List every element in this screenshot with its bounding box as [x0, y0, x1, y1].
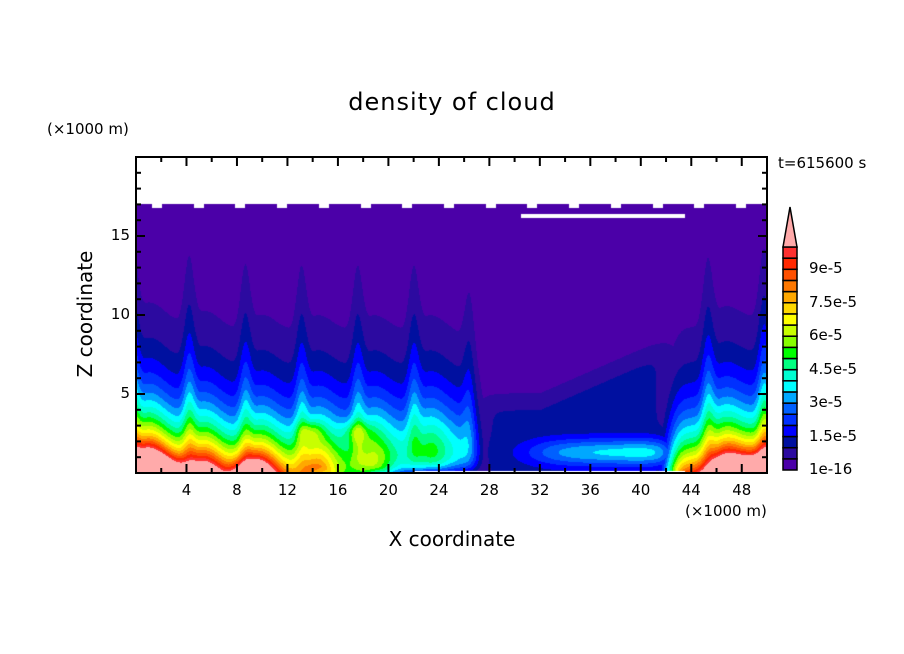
colorbar-box	[782, 346, 798, 360]
chart-title: density of cloud	[348, 88, 556, 116]
x-tick-label: 4	[181, 481, 192, 499]
x-tick-label: 28	[479, 481, 499, 499]
colorbar-tick-label: 6e-5	[809, 326, 843, 345]
colorbar-tick-label: 1e-16	[809, 460, 853, 478]
x-tick-label: 40	[631, 481, 651, 499]
x-tick-label: 24	[429, 481, 449, 499]
colorbar-box	[782, 268, 798, 282]
y-tick-label: 5	[120, 384, 130, 402]
colorbar-box	[782, 402, 798, 416]
x-tick-label: 44	[681, 481, 701, 499]
colorbar-box	[782, 257, 798, 271]
x-tick-label: 20	[378, 481, 398, 499]
colorbar-box	[782, 458, 798, 471]
x-unit-label: (×1000 m)	[685, 502, 767, 520]
colorbar-box	[782, 435, 798, 449]
colorbar-tick-label: 7.5e-5	[809, 292, 858, 311]
x-tick-label: 48	[732, 481, 752, 499]
plot-frame	[135, 156, 768, 474]
x-tick-label: 32	[530, 481, 550, 499]
y-unit-label: (×1000 m)	[47, 120, 129, 138]
colorbar-box	[782, 368, 798, 382]
colorbar-box	[782, 324, 798, 337]
colorbar-box	[782, 335, 798, 349]
x-tick-label: 12	[277, 481, 297, 499]
colorbar-tick-label: 1.5e-5	[809, 426, 858, 445]
colorbar-overflow-triangle	[782, 206, 798, 248]
x-tick-label: 8	[232, 481, 242, 499]
colorbar-box	[782, 357, 798, 371]
colorbar-box	[782, 446, 798, 460]
y-tick-label: 10	[110, 305, 130, 323]
colorbar-box	[782, 380, 798, 393]
colorbar-box	[782, 313, 798, 326]
colorbar-tick-label: 9e-5	[809, 259, 843, 278]
x-tick-label: 16	[328, 481, 348, 499]
colorbar-box	[782, 413, 798, 427]
colorbar-tick-label: 3e-5	[809, 393, 843, 412]
colorbar-box	[782, 246, 798, 259]
colorbar-box	[782, 279, 798, 293]
y-tick-label: 15	[110, 226, 130, 244]
colorbar-box	[782, 290, 798, 304]
colorbar-box	[782, 424, 798, 438]
time-annotation: t=615600 s	[778, 154, 867, 172]
colorbar-box	[782, 302, 798, 315]
x-tick-label: 36	[580, 481, 600, 499]
x-axis-label: X coordinate	[388, 527, 516, 551]
contour-field	[136, 157, 767, 473]
colorbar-box	[782, 391, 798, 404]
colorbar-tick-label: 4.5e-5	[809, 359, 858, 378]
